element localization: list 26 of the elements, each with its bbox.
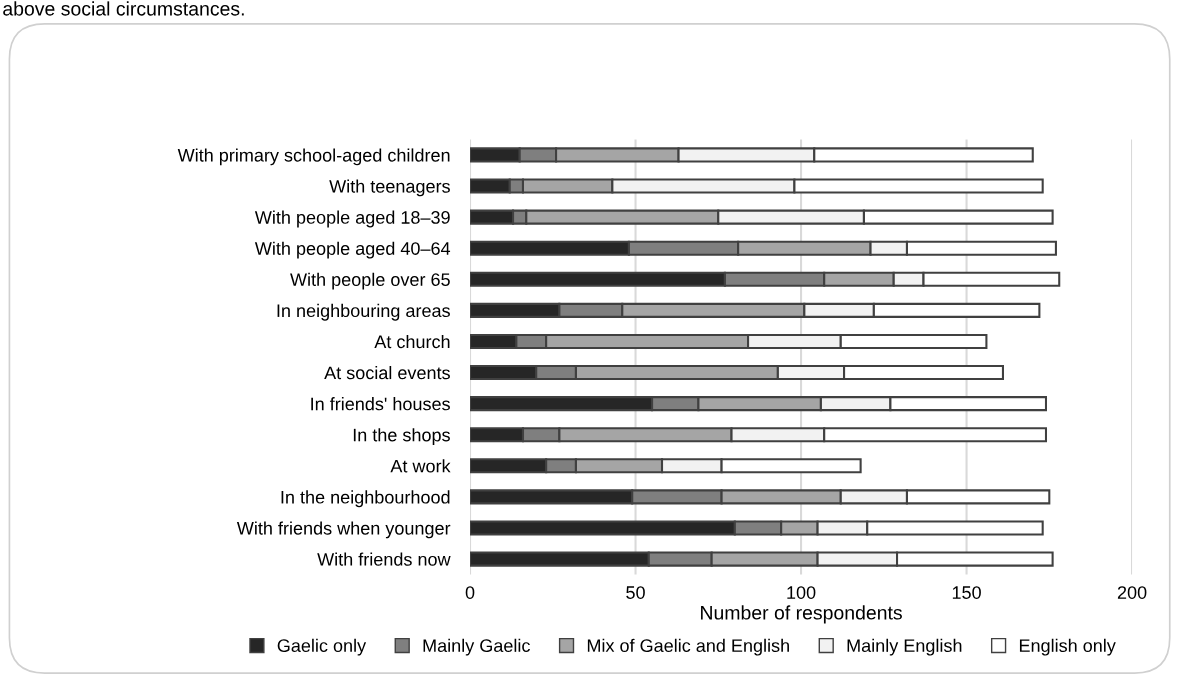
legend-label: Gaelic only [277, 638, 367, 656]
y-tick-label: In neighbouring areas [277, 303, 450, 321]
x-tick-label: 50 [626, 586, 645, 599]
y-tick-label: In friends' houses [311, 397, 450, 411]
x-tick-label: 100 [787, 586, 816, 599]
y-tick-label: With people aged 40–64 [254, 241, 451, 259]
y-tick-label: In the neighbourhood [281, 490, 450, 508]
y-tick-label: With friends when younger [236, 521, 451, 539]
y-tick-label: With primary school-aged children [177, 148, 450, 166]
legend-label: Mainly Gaelic [423, 638, 530, 656]
y-tick-label: At work [390, 459, 451, 473]
text: above social circumstances. [3, 1, 244, 16]
y-tick-label: At social events [324, 366, 450, 380]
x-axis-title: Number of respondents [701, 605, 902, 624]
y-tick-label: With friends now [317, 552, 451, 566]
y-tick-label: In the shops [353, 428, 450, 445]
x-tick-label: 200 [1117, 586, 1147, 599]
legend-label: Mainly English [847, 638, 962, 656]
legend-label: Mix of Gaelic and English [587, 638, 789, 656]
y-tick-label: At church [374, 334, 450, 349]
y-tick-label: With teenagers [329, 179, 450, 197]
legend-label: English only [1019, 638, 1116, 656]
x-tick-label: 0 [465, 586, 475, 599]
y-tick-label: With people over 65 [290, 272, 450, 290]
x-tick-label: 150 [952, 586, 981, 599]
y-tick-label: With people aged 18–39 [254, 210, 450, 228]
